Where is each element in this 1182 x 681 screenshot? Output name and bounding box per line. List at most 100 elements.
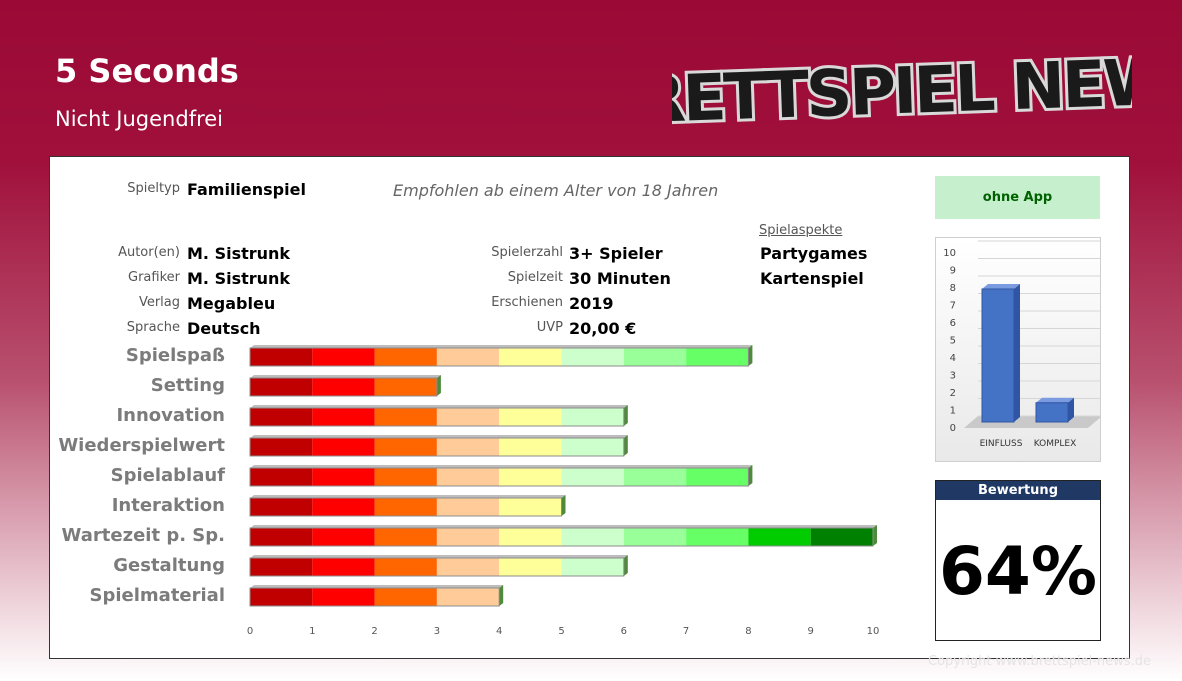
y-tick-label: 9 xyxy=(950,266,956,277)
spielaspekte-heading: Spielaspekte xyxy=(759,223,843,238)
bar-segment xyxy=(436,498,500,516)
y-tick-label: 6 xyxy=(950,318,956,329)
rating-bar xyxy=(249,585,504,607)
bar-segment xyxy=(686,348,749,366)
spielzeit-value: 30 Minuten xyxy=(569,269,671,288)
game-subtitle: Nicht Jugendfrei xyxy=(55,107,224,131)
bar-segment xyxy=(561,528,624,546)
bar-top xyxy=(982,284,1020,289)
erschienen-value: 2019 xyxy=(569,294,614,313)
bar-segment xyxy=(374,588,437,606)
bar-outline xyxy=(249,527,874,547)
bar-segment xyxy=(499,468,562,486)
bar-segment xyxy=(312,378,375,396)
spielerzahl-label: Spielerzahl xyxy=(491,245,563,260)
y-tick-label: 5 xyxy=(950,336,956,347)
bar-segment xyxy=(312,408,375,426)
bar-side xyxy=(1014,284,1020,422)
review-panel: Spieltyp Familienspiel Empfohlen ab eine… xyxy=(49,156,1130,659)
grafiker-value: M. Sistrunk xyxy=(187,269,291,288)
bar-segment xyxy=(312,468,375,486)
autor-value: M. Sistrunk xyxy=(187,244,291,263)
bar-segment xyxy=(374,468,437,486)
bar-segment xyxy=(810,528,873,546)
bar-segment xyxy=(436,558,500,576)
app-badge: ohne App xyxy=(935,176,1100,219)
logo-text: BRETTSPIEL NEWS xyxy=(672,44,1132,140)
bar-segment xyxy=(374,348,437,366)
bar-segment xyxy=(623,468,687,486)
rating-value: 64% xyxy=(939,533,1097,610)
bar-side-face xyxy=(748,465,753,486)
rating-bar xyxy=(249,375,441,397)
rating-bar xyxy=(249,405,628,427)
x-tick-label: 8 xyxy=(745,626,752,637)
bar-segment xyxy=(250,468,313,486)
bar-top-face xyxy=(250,495,566,498)
y-tick-label: 0 xyxy=(950,423,956,434)
rating-bar xyxy=(249,525,877,547)
bar-top-face xyxy=(250,555,628,558)
bar-segment xyxy=(436,588,500,606)
bar-segment xyxy=(436,468,500,486)
bar-outline xyxy=(249,407,625,427)
bar-segment xyxy=(748,528,811,546)
rating-bar-chart xyxy=(249,345,877,607)
x-tick-label: 2 xyxy=(371,626,378,637)
bar-segment xyxy=(623,528,687,546)
bar-top-face xyxy=(250,525,877,528)
spieltyp-value: Familienspiel xyxy=(187,180,306,199)
bar-segment xyxy=(312,528,375,546)
bar-top-face xyxy=(250,405,628,408)
bar-segment xyxy=(499,498,562,516)
spielaspekt-2: Kartenspiel xyxy=(760,269,864,288)
bar-outline xyxy=(249,587,500,607)
category-label: Interaktion xyxy=(111,495,225,516)
bar-outline xyxy=(249,557,625,577)
y-tick-label: 10 xyxy=(943,248,956,259)
bar-side-face xyxy=(499,585,504,606)
x-tick-label: 4 xyxy=(496,626,503,637)
spielerzahl-value: 3+ Spieler xyxy=(569,244,663,263)
bar-side xyxy=(1068,397,1074,422)
bar-segment xyxy=(623,348,687,366)
brettspiel-news-logo: BRETTSPIEL NEWS xyxy=(672,41,1132,143)
copyright-notice: Copyright www.brettspiel-news.de xyxy=(928,654,1151,669)
spieltyp-label: Spieltyp xyxy=(127,181,180,196)
category-label: Setting xyxy=(150,375,225,396)
category-label: Wartezeit p. Sp. xyxy=(61,525,225,546)
bar-side-face xyxy=(561,495,566,516)
category-label: Spielmaterial xyxy=(89,585,225,606)
bar-front xyxy=(981,288,1015,423)
category-label: Spielspaß xyxy=(125,345,225,366)
verlag-value: Megableu xyxy=(187,294,276,313)
grafiker-label: Grafiker xyxy=(128,270,180,285)
rating-bar xyxy=(249,555,628,577)
bar-segment xyxy=(312,348,375,366)
bar-segment xyxy=(374,408,437,426)
bar-segment xyxy=(250,438,313,456)
bar-top-face xyxy=(250,585,504,588)
bar-segment xyxy=(250,498,313,516)
bar-top-face xyxy=(250,375,441,378)
bar-segment xyxy=(499,348,562,366)
bar-segment xyxy=(374,438,437,456)
bar-segment xyxy=(250,348,313,366)
bar-top-face xyxy=(250,345,753,348)
uvp-value: 20,00 € xyxy=(569,319,637,338)
x-tick-label: 5 xyxy=(558,626,565,637)
bar-segment xyxy=(499,408,562,426)
bar-segment xyxy=(561,558,624,576)
rating-bar xyxy=(249,435,628,457)
bar-segment xyxy=(374,528,437,546)
bar-segment xyxy=(374,378,437,396)
x-category-label: EINFLUSS xyxy=(980,439,1023,449)
bar-segment xyxy=(499,438,562,456)
bar-segment xyxy=(312,558,375,576)
rating-label: Bewertung xyxy=(936,481,1100,500)
bar-segment xyxy=(686,468,749,486)
y-tick-label: 2 xyxy=(950,388,956,399)
spielaspekt-1: Partygames xyxy=(760,244,868,263)
category-label: Innovation xyxy=(116,405,225,426)
rating-bar xyxy=(249,495,566,517)
